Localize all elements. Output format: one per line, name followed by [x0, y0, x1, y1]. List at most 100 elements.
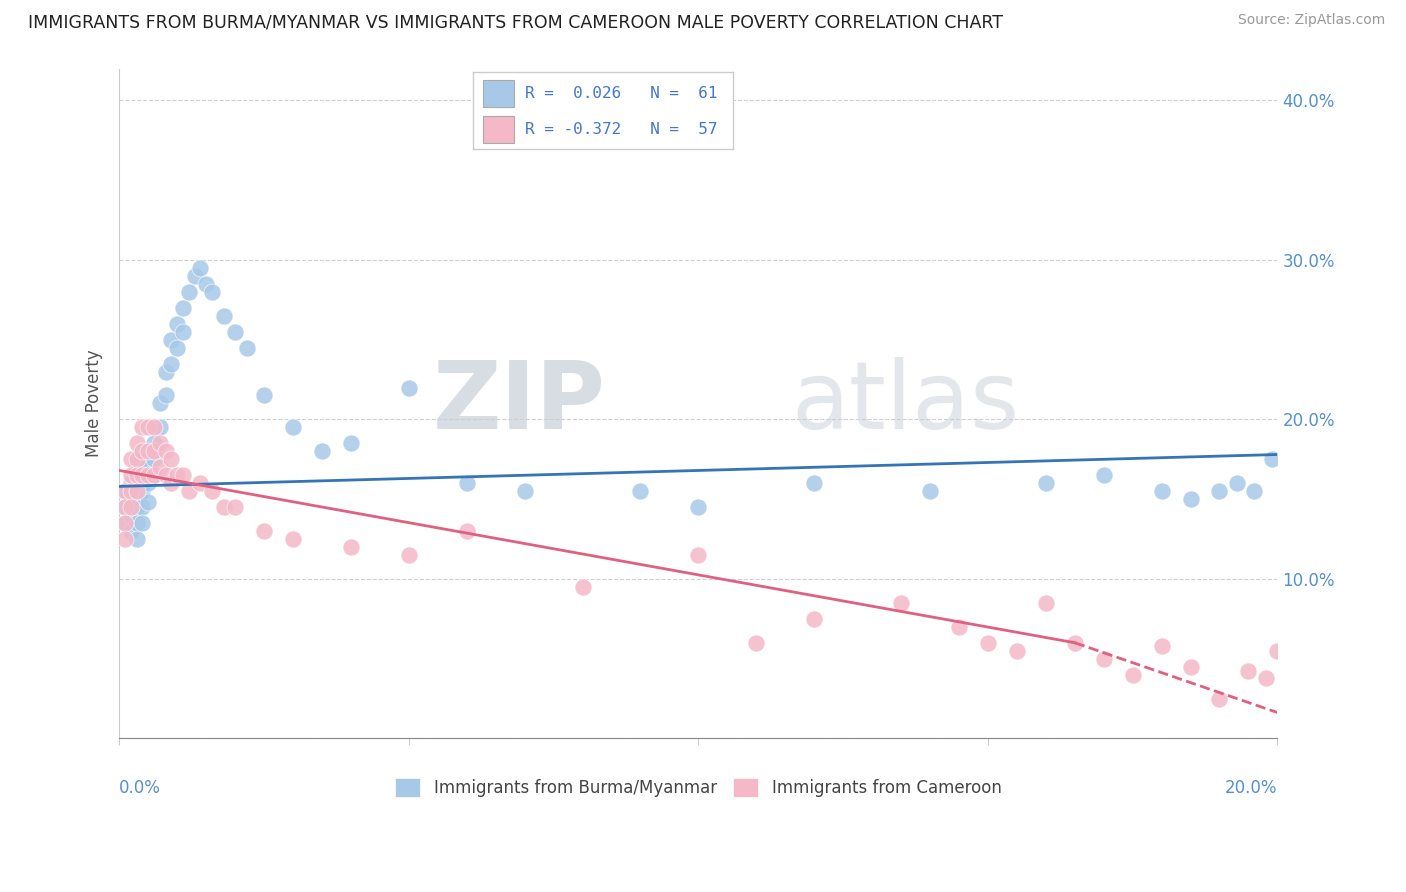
Point	[1180, 492, 1202, 507]
Point	[172, 301, 194, 315]
Text: 20.0%: 20.0%	[1225, 779, 1278, 797]
Point	[125, 500, 148, 515]
Point	[160, 476, 183, 491]
Point	[131, 420, 153, 434]
Point	[120, 484, 142, 499]
Point	[1237, 665, 1260, 679]
Point	[456, 524, 478, 538]
Point	[131, 500, 153, 515]
Point	[224, 500, 246, 515]
Point	[948, 620, 970, 634]
Point	[177, 484, 200, 499]
Point	[977, 636, 1000, 650]
Point	[688, 500, 710, 515]
Point	[136, 476, 159, 491]
Point	[149, 396, 172, 410]
Point	[131, 516, 153, 530]
Point	[1063, 636, 1085, 650]
Point	[745, 636, 768, 650]
Point	[125, 452, 148, 467]
Point	[114, 516, 136, 530]
Point	[1260, 452, 1282, 467]
Point	[155, 365, 177, 379]
Point	[120, 476, 142, 491]
Point	[125, 484, 148, 499]
Point	[155, 388, 177, 402]
Point	[114, 532, 136, 546]
Point	[131, 452, 153, 467]
Point	[1005, 643, 1028, 657]
Point	[143, 468, 166, 483]
Point	[120, 452, 142, 467]
Point	[125, 532, 148, 546]
Point	[188, 260, 211, 275]
Point	[513, 484, 536, 499]
Point	[224, 325, 246, 339]
Point	[918, 484, 941, 499]
Point	[688, 548, 710, 562]
Point	[114, 500, 136, 515]
Point	[1226, 476, 1249, 491]
Point	[160, 452, 183, 467]
Point	[201, 285, 224, 299]
Point	[1035, 476, 1057, 491]
Point	[149, 436, 172, 450]
Point	[281, 532, 304, 546]
Point	[114, 500, 136, 515]
Point	[1150, 484, 1173, 499]
Point	[1254, 671, 1277, 685]
Point	[212, 309, 235, 323]
Point	[803, 476, 825, 491]
Point	[340, 540, 363, 554]
Point	[120, 524, 142, 538]
Point	[1035, 596, 1057, 610]
Point	[131, 468, 153, 483]
Point	[131, 468, 153, 483]
Point	[890, 596, 912, 610]
Point	[1180, 659, 1202, 673]
Point	[1092, 468, 1115, 483]
Point	[131, 484, 153, 499]
Point	[803, 612, 825, 626]
Point	[1122, 667, 1144, 681]
Point	[125, 484, 148, 499]
Point	[172, 325, 194, 339]
Text: ZIP: ZIP	[433, 358, 606, 450]
Point	[143, 444, 166, 458]
Point	[253, 524, 276, 538]
Point	[188, 476, 211, 491]
Point	[235, 341, 257, 355]
Point	[120, 468, 142, 483]
Point	[1267, 643, 1289, 657]
Point	[1243, 484, 1265, 499]
Point	[120, 492, 142, 507]
Point	[143, 420, 166, 434]
Point	[155, 444, 177, 458]
Legend: Immigrants from Burma/Myanmar, Immigrants from Cameroon: Immigrants from Burma/Myanmar, Immigrant…	[388, 772, 1008, 804]
Point	[172, 468, 194, 483]
Point	[136, 444, 159, 458]
Point	[131, 444, 153, 458]
Point	[166, 317, 188, 331]
Point	[149, 460, 172, 475]
Point	[136, 460, 159, 475]
Point	[456, 476, 478, 491]
Point	[166, 341, 188, 355]
Point	[125, 516, 148, 530]
Point	[114, 484, 136, 499]
Point	[195, 277, 218, 291]
Point	[125, 468, 148, 483]
Point	[120, 508, 142, 522]
Point	[177, 285, 200, 299]
Point	[114, 484, 136, 499]
Point	[136, 468, 159, 483]
Point	[571, 580, 593, 594]
Point	[281, 420, 304, 434]
Point	[1208, 484, 1230, 499]
Point	[143, 436, 166, 450]
Text: 0.0%: 0.0%	[120, 779, 162, 797]
Point	[340, 436, 363, 450]
Text: Source: ZipAtlas.com: Source: ZipAtlas.com	[1237, 13, 1385, 28]
Point	[1092, 651, 1115, 665]
Point	[155, 468, 177, 483]
